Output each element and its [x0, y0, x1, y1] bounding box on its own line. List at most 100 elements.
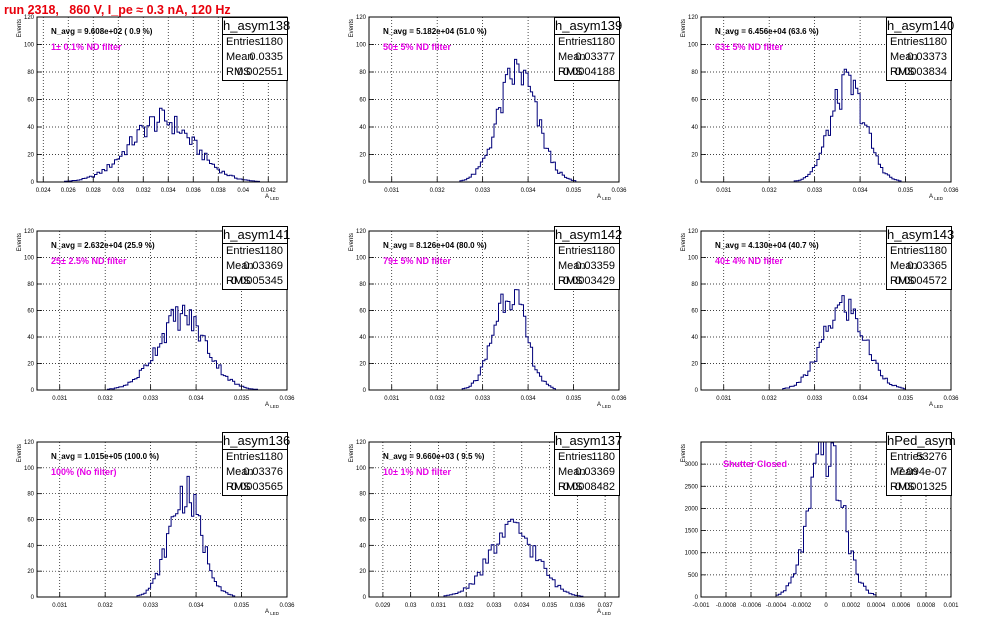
x-axis-label-subscript: LED: [601, 196, 612, 201]
stats-key: RMS: [558, 66, 583, 78]
y-tick-label: 80: [359, 492, 366, 498]
stats-box-h_asym140: h_asym140 Entries 1180 Mean 0.03373 RMS 0.0003…: [886, 17, 954, 81]
x-axis-label: A LED: [597, 402, 612, 409]
stats-value: 1180: [259, 451, 283, 463]
histogram-series: [369, 289, 619, 391]
stats-key: Entries: [226, 245, 261, 257]
stats-box-title: h_asym143: [887, 227, 955, 244]
stats-value: 1180: [259, 36, 283, 48]
filter-annotation: 79± 5% ND filter: [383, 256, 451, 266]
stats-row-entries: Entries 1180: [223, 450, 287, 465]
stats-key: RMS: [558, 481, 583, 493]
histogram-series: [37, 304, 287, 391]
stats-key: Mean: [558, 260, 586, 272]
y-tick-label: 40: [359, 335, 366, 341]
histogram-panel-h_asym138: 0.024 0.026 0.028 0.03 0.032 0.034 0.036 0.038 0…: [17, 15, 288, 201]
y-tick-label: 0: [695, 595, 699, 601]
x-axis-label-main: A: [929, 194, 933, 200]
stats-row-rms: RMS 0.0003429: [555, 274, 619, 289]
x-tick-label: 0.034: [853, 188, 869, 194]
stats-value: 0.03359: [575, 260, 615, 272]
x-tick-label: 0.0002: [842, 603, 861, 609]
stats-key: Mean: [226, 51, 254, 63]
x-tick-label: 0.03: [405, 603, 417, 609]
histogram-panel-h_asym140: 0.031 0.032 0.033 0.034 0.035 0.036 0 20 40 60 80 1…: [681, 15, 959, 201]
stats-value: 0.03365: [907, 260, 947, 272]
stats-key: Entries: [890, 451, 925, 463]
x-tick-label: 0.031: [52, 396, 68, 402]
stats-key: RMS: [890, 66, 915, 78]
x-tick-label: 0: [824, 603, 828, 609]
filter-annotation: 25± 2.5% ND filter: [51, 256, 127, 266]
y-tick-label: 120: [356, 440, 367, 446]
stats-box-h_asym136: h_asym136 Entries 1180 Mean 0.03376 RMS 0.0003…: [222, 432, 290, 496]
x-tick-label: 0.031: [716, 396, 732, 402]
histogram-panel-h_asym137: 0.029 0.03 0.031 0.032 0.033 0.034 0.035 0.036 0…: [349, 440, 620, 616]
stats-key: Mean: [890, 466, 918, 478]
y-tick-label: 80: [359, 282, 366, 288]
y-tick-label: 0: [363, 180, 367, 186]
y-tick-label: 0: [363, 595, 367, 601]
y-axis-label: Events: [349, 233, 355, 251]
stats-row-mean: Mean -7.094e-07: [887, 465, 951, 480]
y-tick-label: 80: [359, 70, 366, 76]
stats-box-h_asym137: h_asym137 Entries 1180 Mean 0.03369 RMS 0.0008…: [554, 432, 622, 496]
stats-value: 0.002551: [237, 66, 283, 78]
stats-row-rms: RMS 0.0001325: [887, 480, 951, 495]
n-avg-annotation: N_avg = 4.130e+04 (40.7 %): [715, 241, 819, 250]
x-tick-label: 0.036: [570, 603, 586, 609]
n-avg-annotation: N_avg = 9.660e+03 ( 9.5 %): [383, 452, 485, 461]
x-tick-label: 0.036: [279, 396, 295, 402]
x-axis-label-subscript: LED: [933, 404, 944, 409]
x-tick-label: 0.024: [36, 188, 52, 194]
y-tick-label: 20: [691, 362, 698, 368]
stats-row-entries: Entries 1180: [555, 450, 619, 465]
stats-value: 0.0003565: [231, 481, 283, 493]
y-tick-label: 80: [27, 492, 34, 498]
y-tick-label: 60: [27, 98, 34, 104]
stats-row-entries: Entries 1180: [887, 244, 951, 259]
stats-row-mean: Mean 0.03369: [555, 465, 619, 480]
y-tick-label: 80: [691, 282, 698, 288]
histogram-series: [701, 295, 951, 391]
stats-value: 0.03369: [575, 466, 615, 478]
stats-key: RMS: [890, 481, 915, 493]
x-tick-label: 0.036: [943, 396, 959, 402]
stats-row-rms: RMS 0.0008482: [555, 480, 619, 495]
y-tick-label: 60: [27, 309, 34, 315]
y-tick-label: 40: [691, 125, 698, 131]
y-tick-label: 60: [359, 309, 366, 315]
stats-row-entries: Entries 1180: [223, 244, 287, 259]
y-tick-label: 20: [27, 362, 34, 368]
x-tick-label: 0.032: [136, 188, 152, 194]
stats-row-entries: Entries 1180: [555, 35, 619, 50]
x-axis-label-main: A: [597, 194, 601, 200]
x-tick-label: 0.026: [61, 188, 77, 194]
y-tick-label: 100: [688, 43, 699, 49]
y-tick-label: 60: [359, 98, 366, 104]
y-axis-label: Events: [17, 233, 23, 251]
histogram-panel-h_asym141: 0.031 0.032 0.033 0.034 0.035 0.036 0 20 40 60 80 1…: [17, 229, 295, 409]
y-tick-label: 40: [27, 125, 34, 131]
y-tick-label: 120: [688, 229, 699, 235]
x-tick-label: 0.034: [161, 188, 177, 194]
stats-key: Mean: [226, 466, 254, 478]
stats-key: Mean: [226, 260, 254, 272]
x-tick-label: 0.031: [431, 603, 447, 609]
stats-value: 1180: [591, 451, 615, 463]
stats-value: 1180: [923, 245, 947, 257]
x-tick-label: 0.036: [611, 396, 627, 402]
n-avg-annotation: N_avg = 8.126e+04 (80.0 %): [383, 241, 487, 250]
stats-key: Entries: [890, 36, 925, 48]
x-tick-label: 0.035: [234, 603, 250, 609]
x-tick-label: 0.034: [521, 188, 537, 194]
y-tick-label: 100: [24, 256, 35, 262]
stats-box-title: h_asym139: [555, 18, 623, 35]
y-axis-label: Events: [17, 19, 23, 37]
stats-value: 1180: [591, 36, 615, 48]
stats-value: 0.0005345: [231, 275, 283, 287]
stats-key: Mean: [558, 51, 586, 63]
x-tick-label: 0.035: [898, 188, 914, 194]
stats-value: 0.0004188: [563, 66, 615, 78]
y-tick-label: 120: [688, 15, 699, 21]
